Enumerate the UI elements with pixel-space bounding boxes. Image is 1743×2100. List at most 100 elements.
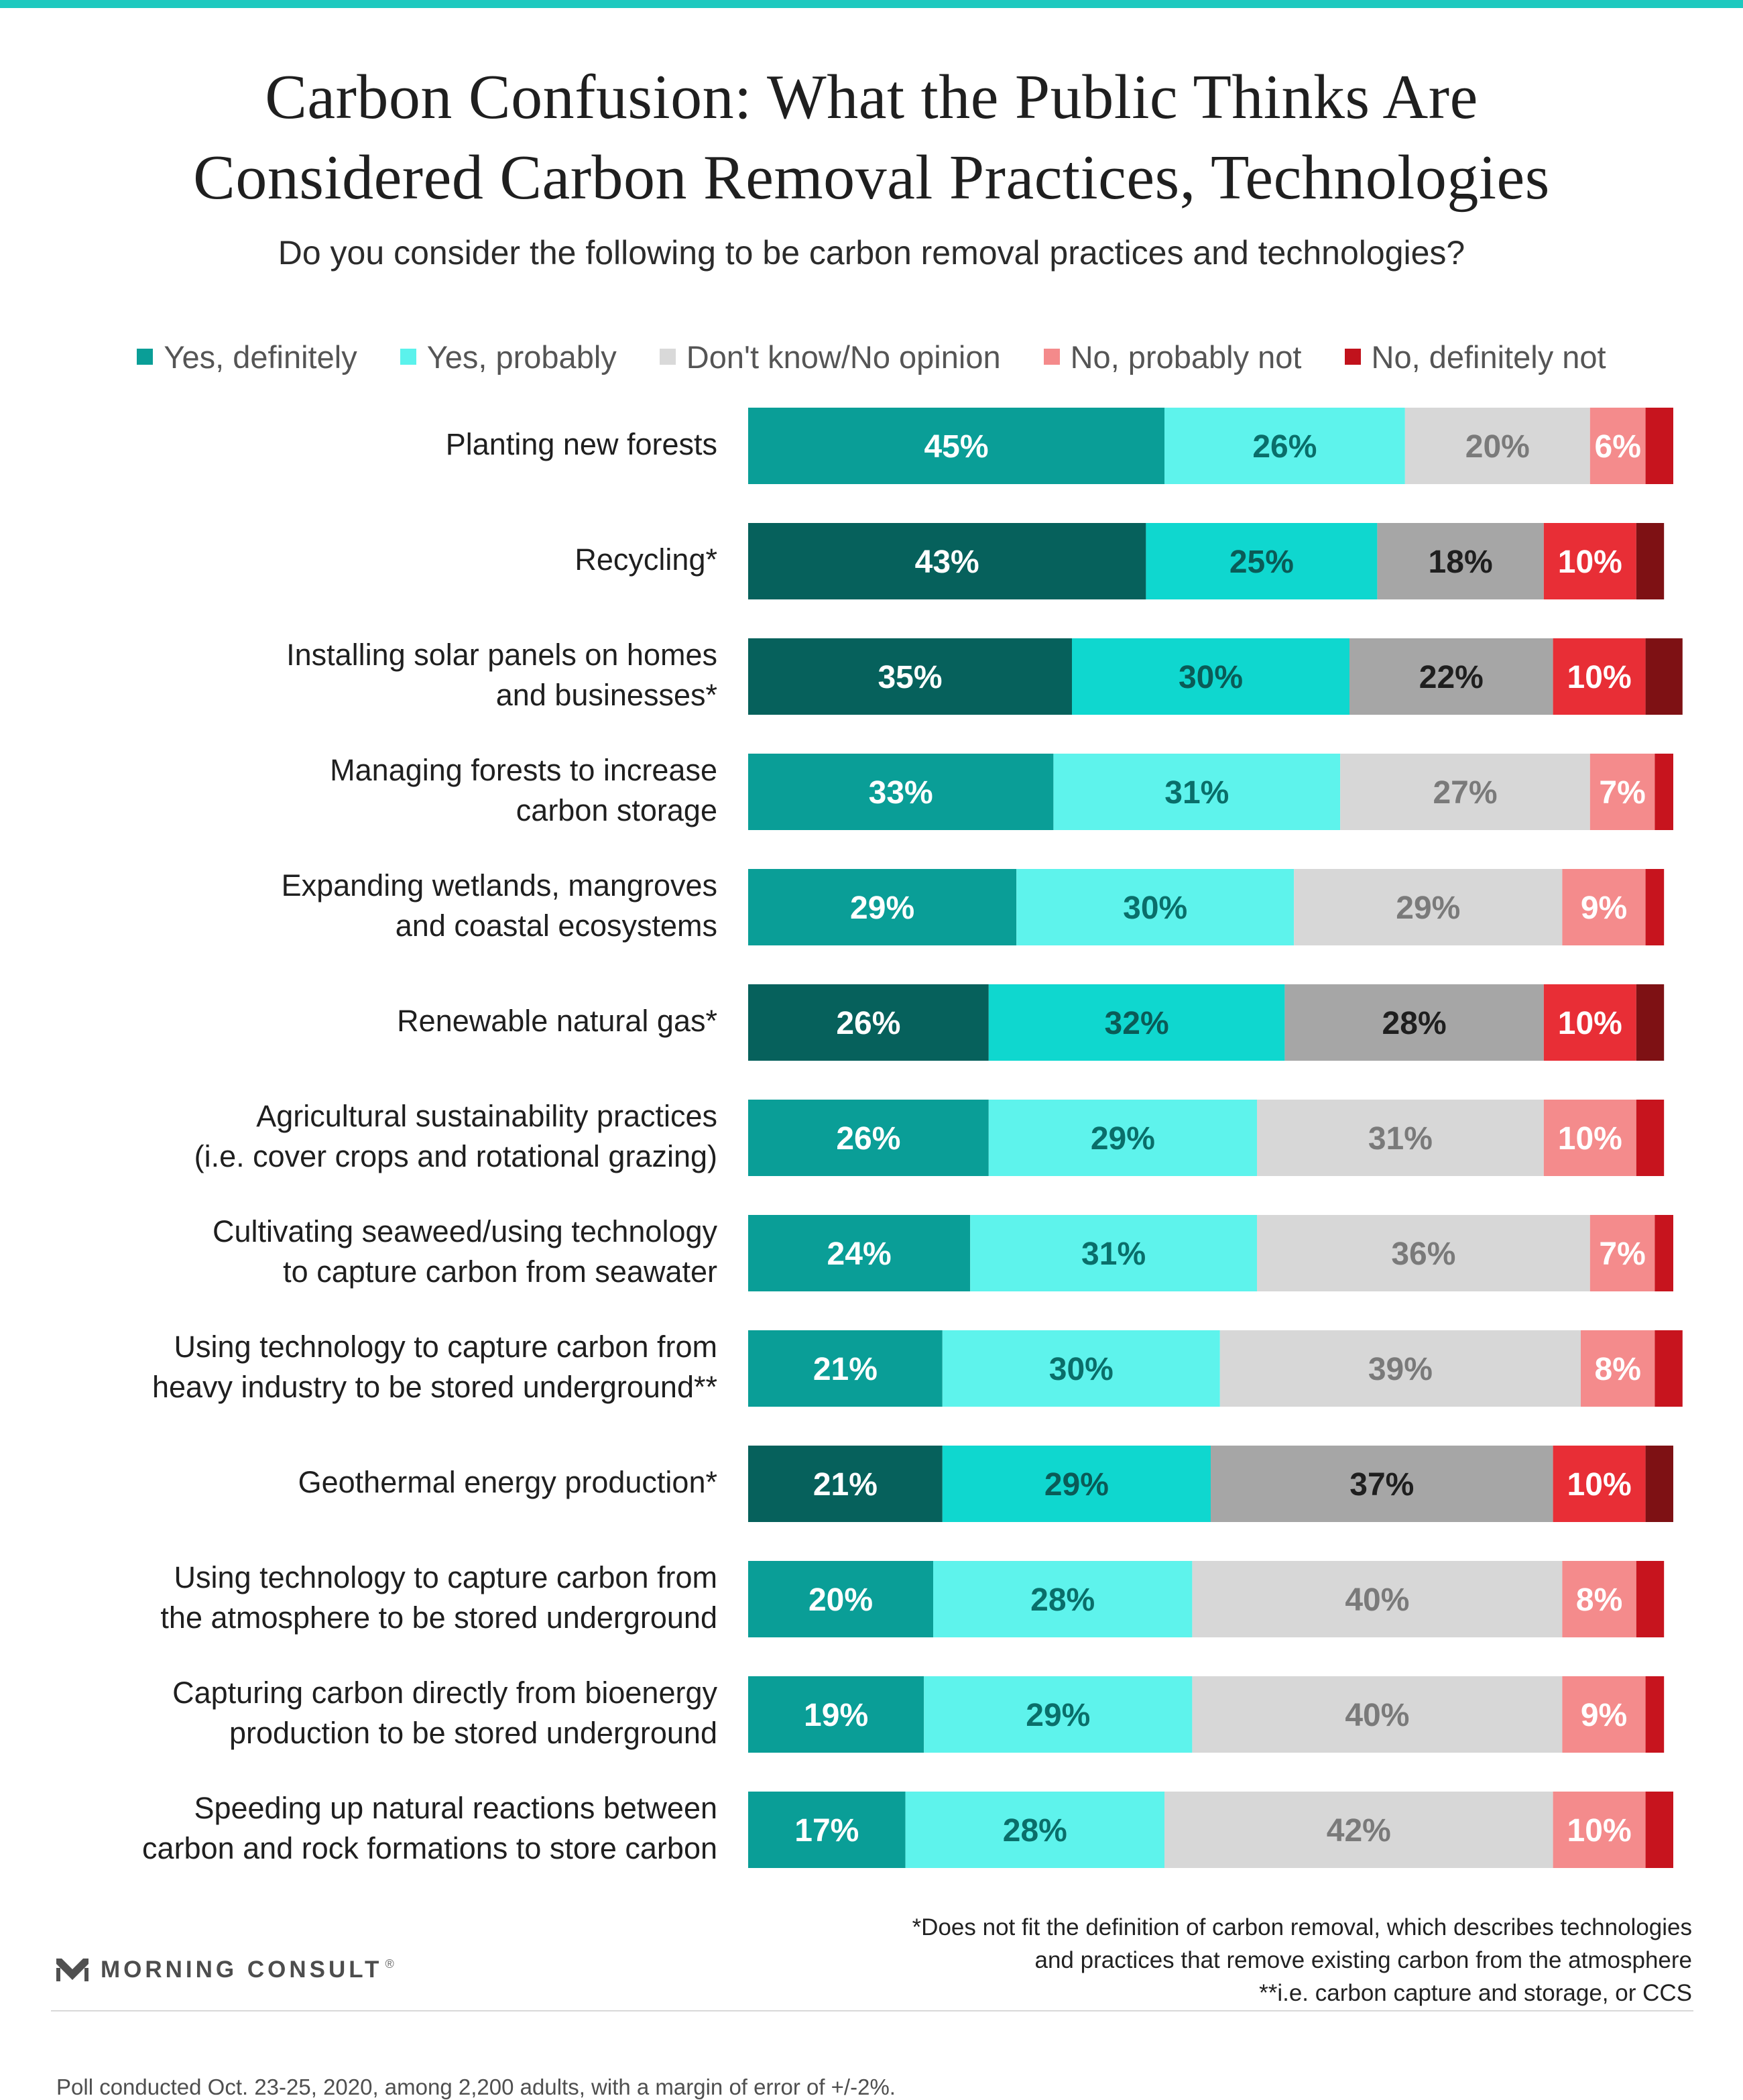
row-label-line: and businesses* <box>495 678 717 712</box>
legend-label-no-definitely-not: No, definitely not <box>1371 339 1606 375</box>
legend-swatch-yes-definitely <box>137 349 154 365</box>
row-label-line: Cultivating seaweed/using technology <box>213 1214 717 1248</box>
bar-segment-dont-know <box>1377 523 1544 599</box>
row-label-2: Recycling* <box>27 540 717 580</box>
bar-segment-no-probably-not <box>1562 1676 1646 1753</box>
bar-segment-no-definitely-not <box>1655 1330 1683 1407</box>
data-label-dont-know: 18% <box>1429 544 1493 580</box>
bar-segment-no-probably-not <box>1553 1446 1646 1522</box>
row-label-10: Geothermal energy production* <box>27 1462 717 1503</box>
row-label-line: production to be stored underground <box>229 1716 717 1750</box>
bar-segment-no-probably-not <box>1543 984 1636 1061</box>
bar-segment-no-definitely-not <box>1645 638 1683 715</box>
row-label-12: Capturing carbon directly from bioenergy… <box>27 1673 717 1753</box>
bar-segment-no-definitely-not <box>1655 1215 1673 1291</box>
data-label-yes-definitely: 45% <box>924 429 988 465</box>
bar-segment-yes-probably <box>924 1676 1193 1753</box>
bar-segment-no-probably-not <box>1553 1792 1646 1868</box>
data-label-dont-know: 20% <box>1465 429 1530 465</box>
data-label-no-probably-not: 9% <box>1581 1698 1627 1733</box>
bar-segment-no-probably-not <box>1562 869 1646 945</box>
bar-segment-dont-know <box>1404 408 1590 484</box>
legend-item-yes-probably: Yes, probably <box>400 339 617 375</box>
bar-segment-yes-probably <box>905 1792 1164 1868</box>
row-label-line: Installing solar panels on homes <box>286 638 717 672</box>
legend-swatch-no-probably-not <box>1043 349 1060 365</box>
bar-segment-dont-know <box>1192 1561 1563 1637</box>
data-label-yes-probably: 31% <box>1164 775 1229 811</box>
row-label-9: Using technology to capture carbon from h… <box>27 1327 717 1407</box>
row-label-line: to capture carbon from seawater <box>283 1255 717 1289</box>
bar-segment-yes-probably <box>942 1330 1220 1407</box>
bar-segment-yes-definitely <box>748 984 989 1061</box>
footnotes: *Does not fit the definition of carbon r… <box>912 1911 1692 2009</box>
bar-segment-no-definitely-not <box>1645 1676 1665 1753</box>
row-label-line: and coastal ecosystems <box>395 909 717 943</box>
data-label-yes-probably: 28% <box>1030 1582 1095 1618</box>
data-label-no-probably-not: 10% <box>1558 1121 1622 1157</box>
bar-segment-no-definitely-not <box>1645 869 1665 945</box>
bar-segment-yes-probably <box>933 1561 1193 1637</box>
data-label-yes-definitely: 29% <box>850 890 914 926</box>
row-label-line: Speeding up natural reactions between <box>194 1791 717 1825</box>
chart-legend: Yes, definitely Yes, probably Don't know… <box>0 335 1743 378</box>
bar-segment-dont-know <box>1294 869 1563 945</box>
data-label-no-probably-not: 9% <box>1581 890 1627 926</box>
data-label-no-probably-not: 8% <box>1576 1582 1622 1618</box>
bar-segment-yes-probably <box>970 1215 1257 1291</box>
data-label-dont-know: 42% <box>1327 1813 1391 1849</box>
data-label-yes-probably: 30% <box>1049 1352 1114 1387</box>
row-label-line: Capturing carbon directly from bioenergy <box>172 1676 717 1710</box>
bar-segment-no-definitely-not <box>1655 754 1673 830</box>
bar-segment-no-definitely-not <box>1636 523 1665 599</box>
legend-swatch-dont-know <box>659 349 676 365</box>
bar-segment-no-definitely-not <box>1645 1446 1673 1522</box>
row-label-5: Expanding wetlands, mangroves and coastal… <box>27 866 717 946</box>
bar-segment-yes-definitely <box>748 754 1054 830</box>
legend-label-yes-probably: Yes, probably <box>426 339 617 375</box>
row-label-8: Cultivating seaweed/using technology to c… <box>27 1212 717 1292</box>
bar-segment-no-definitely-not <box>1636 1100 1665 1176</box>
data-label-yes-definitely: 21% <box>813 1467 878 1503</box>
data-label-yes-definitely: 35% <box>878 660 942 695</box>
bar-segment-yes-definitely <box>748 523 1146 599</box>
bar-segment-no-probably-not <box>1543 523 1636 599</box>
data-label-yes-probably: 29% <box>1044 1467 1109 1503</box>
bar-segment-dont-know <box>1257 1215 1590 1291</box>
data-label-dont-know: 28% <box>1382 1006 1447 1041</box>
data-label-yes-definitely: 19% <box>804 1698 868 1733</box>
data-label-no-probably-not: 10% <box>1567 660 1632 695</box>
bar-segment-yes-definitely <box>748 1792 906 1868</box>
bar-segment-yes-probably <box>988 984 1285 1061</box>
chart-title-line-1: Carbon Confusion: What the Public Thinks… <box>265 62 1478 132</box>
data-label-yes-definitely: 24% <box>827 1236 892 1272</box>
chart-title-line-2: Considered Carbon Removal Practices, Tec… <box>193 143 1550 213</box>
bar-segment-no-probably-not <box>1589 754 1655 830</box>
brand-logo: MORNING CONSULT ® <box>56 1957 394 1983</box>
row-label-7: Agricultural sustainability practices (i.… <box>27 1096 717 1177</box>
bar-segment-yes-probably <box>1016 869 1295 945</box>
row-label-4: Managing forests to increase carbon stora… <box>27 750 717 831</box>
data-label-no-probably-not: 7% <box>1599 1236 1645 1272</box>
data-label-dont-know: 39% <box>1368 1352 1433 1387</box>
bar-segment-dont-know <box>1257 1100 1544 1176</box>
bar-segment-no-probably-not <box>1562 1561 1636 1637</box>
data-label-yes-probably: 29% <box>1091 1121 1155 1157</box>
bar-segment-yes-probably <box>942 1446 1211 1522</box>
data-label-no-probably-not: 10% <box>1567 1467 1632 1503</box>
row-label-line: (i.e. cover crops and rotational grazing… <box>194 1139 717 1173</box>
row-label-line: Planting new forests <box>445 427 717 461</box>
bar-segment-yes-probably <box>1164 408 1405 484</box>
footnote-line-2: and practices that remove existing carbo… <box>1034 1947 1693 1973</box>
legend-item-no-probably-not: No, probably not <box>1043 339 1302 375</box>
bar-segment-yes-definitely <box>748 638 1072 715</box>
bar-segment-dont-know <box>1340 754 1590 830</box>
bar-segment-no-probably-not <box>1589 1215 1655 1291</box>
data-label-yes-probably: 30% <box>1179 660 1243 695</box>
legend-swatch-no-definitely-not <box>1344 349 1361 365</box>
data-label-no-probably-not: 10% <box>1558 1006 1622 1041</box>
chart-subtitle: Do you consider the following to be carb… <box>278 234 1465 272</box>
bar-segment-dont-know <box>1219 1330 1581 1407</box>
row-label-13: Speeding up natural reactions between car… <box>27 1788 717 1869</box>
data-label-yes-definitely: 43% <box>915 544 979 580</box>
